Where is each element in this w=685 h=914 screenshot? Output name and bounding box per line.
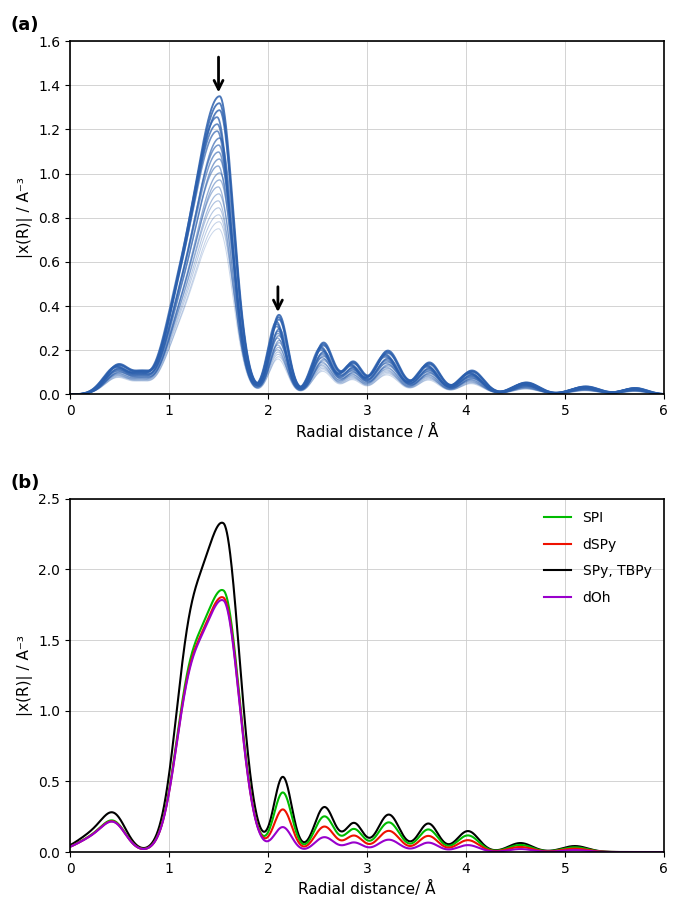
- SPI: [534, 845, 542, 856]
- Text: (a): (a): [11, 16, 39, 34]
- SPI: [66, 841, 74, 852]
- SPI: [218, 585, 226, 596]
- X-axis label: Radial distance/ Å: Radial distance/ Å: [298, 881, 436, 898]
- dOh: [534, 845, 542, 856]
- SPy, TBPy: [355, 821, 363, 832]
- SPy, TBPy: [218, 517, 226, 528]
- dSPy: [534, 845, 542, 856]
- SPI: [97, 822, 105, 833]
- SPy, TBPy: [339, 825, 347, 836]
- dOh: [643, 846, 651, 857]
- dOh: [660, 846, 668, 857]
- dSPy: [643, 846, 651, 857]
- SPI: [643, 846, 651, 857]
- dSPy: [218, 591, 226, 602]
- Text: (b): (b): [11, 473, 40, 492]
- dOh: [218, 594, 226, 605]
- dSPy: [97, 823, 105, 834]
- Y-axis label: |x(R)| / A⁻³: |x(R)| / A⁻³: [17, 635, 33, 716]
- X-axis label: Radial distance / Å: Radial distance / Å: [296, 423, 438, 440]
- SPy, TBPy: [643, 846, 651, 857]
- SPy, TBPy: [643, 846, 651, 857]
- dSPy: [66, 841, 74, 852]
- dSPy: [660, 846, 668, 857]
- dSPy: [643, 846, 651, 857]
- SPy, TBPy: [660, 846, 668, 857]
- Y-axis label: |x(R)| / A⁻³: |x(R)| / A⁻³: [16, 177, 33, 258]
- SPy, TBPy: [534, 844, 542, 855]
- SPy, TBPy: [97, 815, 105, 826]
- Legend: SPI, dSPy, SPy, TBPy, dOh: SPI, dSPy, SPy, TBPy, dOh: [538, 505, 657, 611]
- SPy, TBPy: [66, 840, 74, 851]
- Line: SPI: SPI: [70, 590, 664, 852]
- SPI: [339, 830, 347, 841]
- dOh: [97, 823, 105, 834]
- SPI: [643, 846, 651, 857]
- dSPy: [339, 834, 347, 845]
- Line: dSPy: dSPy: [70, 597, 664, 852]
- SPI: [355, 826, 363, 837]
- dOh: [355, 838, 363, 849]
- dOh: [643, 846, 651, 857]
- Line: dOh: dOh: [70, 600, 664, 852]
- dOh: [66, 841, 74, 852]
- SPI: [660, 846, 668, 857]
- dOh: [339, 840, 347, 851]
- dSPy: [355, 833, 363, 844]
- Line: SPy, TBPy: SPy, TBPy: [70, 523, 664, 852]
